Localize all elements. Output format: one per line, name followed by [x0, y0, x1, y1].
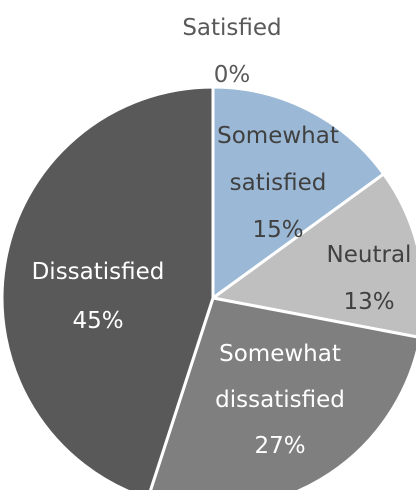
pie-slice-dissatisfied [0, 85, 215, 490]
data-label-satisfied: Satisfied 0% [182, 15, 281, 88]
pie-labels: Satisfied 0% Somewhat satisfied 15%Neutral 13… [32, 15, 412, 459]
data-label-neutral: Neutral 13% [327, 242, 412, 315]
pie-slice-neutral [211, 172, 416, 339]
pie-slice-somewhat-satisfied [211, 85, 386, 300]
data-label-somewhat-satisfied: Somewhat satisfied 15% [217, 123, 339, 243]
data-label-somewhat-dissatisfied: Somewhat dissatisfied 27% [215, 341, 345, 459]
data-label-dissatisfied: Dissatisfied 45% [32, 259, 165, 334]
pie-slice-somewhat-dissatisfied [149, 296, 416, 490]
pie-slices [0, 85, 416, 490]
